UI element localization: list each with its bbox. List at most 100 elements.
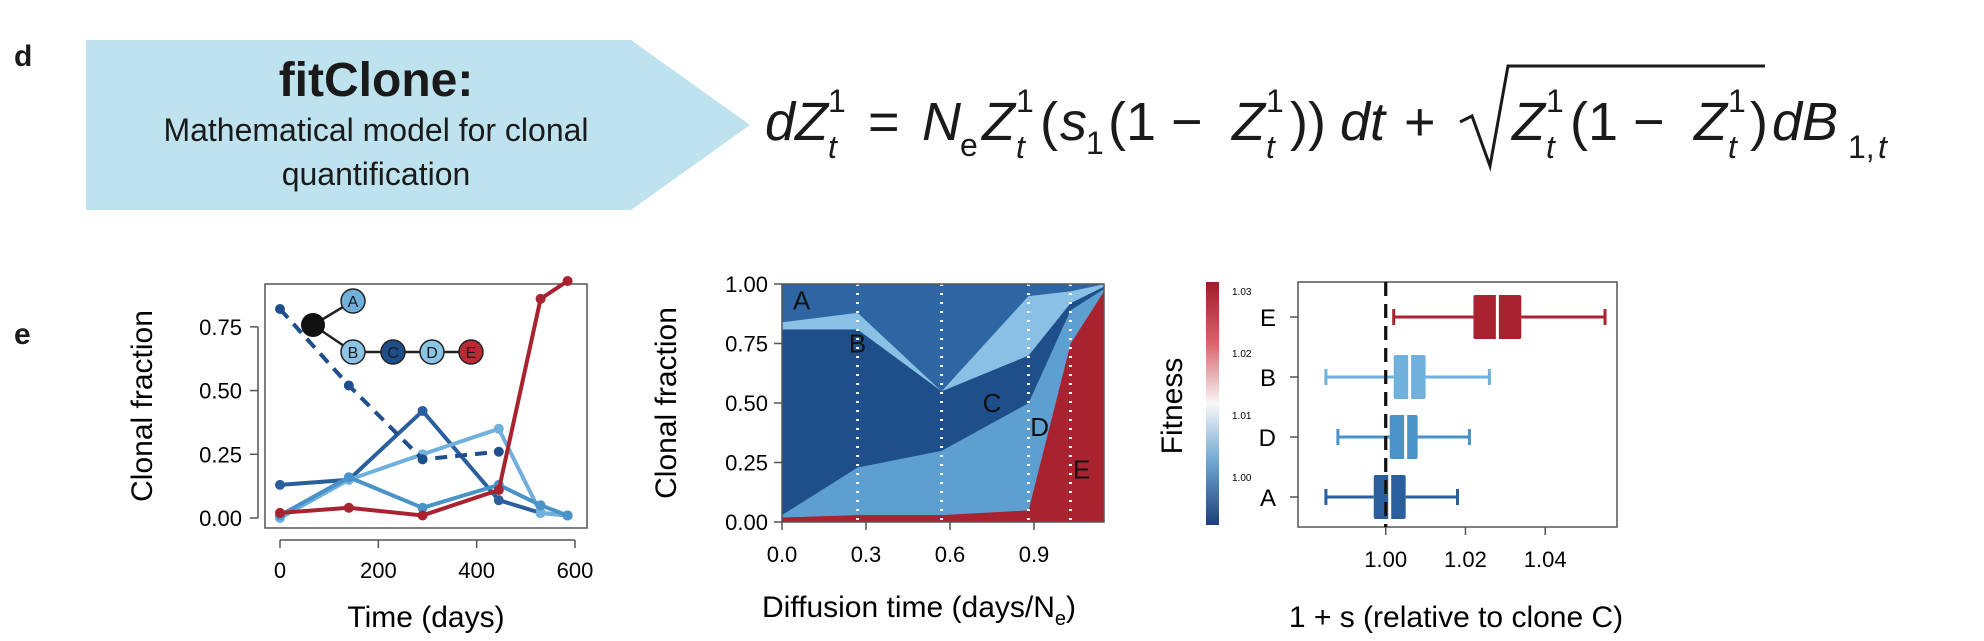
area-label-B: B	[849, 329, 866, 359]
x-tick-label: 200	[360, 558, 397, 583]
area-label-E: E	[1073, 455, 1090, 485]
tree-node-label: A	[348, 294, 359, 311]
tree-node-label: B	[348, 345, 359, 362]
y-axis-label: Clonal fraction	[130, 310, 159, 502]
x-tick-label: 0.0	[767, 542, 798, 567]
svg-text:1: 1	[828, 83, 846, 119]
svg-text:e: e	[960, 127, 978, 163]
x-tick-label: 600	[557, 558, 594, 583]
data-point-E	[562, 275, 573, 286]
data-point-B	[493, 423, 504, 434]
svg-text:dZ: dZ	[765, 92, 830, 152]
data-point-C	[275, 304, 285, 315]
svg-text:t: t	[1728, 129, 1738, 165]
svg-text:): )	[1750, 92, 1768, 152]
svg-text:(1 −: (1 −	[1570, 92, 1665, 152]
colorbar-tick-label: 1.03	[1232, 287, 1252, 298]
svg-text:t: t	[828, 129, 838, 165]
colorbar-tick-label: 1.02	[1232, 349, 1252, 360]
svg-text:+: +	[1404, 92, 1436, 152]
y-tick-label: 0.00	[199, 506, 242, 531]
line-chart-clonal-fraction: 0 200 400 600 0.00 0.25 0.50 0.75 A B C D E Time (d…	[130, 275, 594, 634]
data-point-D	[535, 500, 546, 511]
box-D	[1389, 415, 1418, 459]
svg-text:1: 1	[1546, 83, 1564, 119]
category-label-E: E	[1260, 305, 1276, 332]
svg-text:=: =	[868, 92, 900, 152]
boxplot-fitness: 1.03 1.02 1.01 1.00 Fitness E B D A 1.00 1.02 1.0…	[1156, 281, 1623, 634]
plot-frame	[264, 283, 588, 529]
category-label-D: D	[1259, 425, 1276, 452]
tree-root-node	[301, 313, 325, 337]
x-tick-label: 400	[458, 558, 495, 583]
colorbar-tick-label: 1.00	[1232, 473, 1252, 484]
y-tick-label: 0.00	[725, 510, 768, 535]
svg-text:Z: Z	[1510, 92, 1547, 152]
tree-node-D	[419, 339, 445, 365]
data-point-D	[417, 502, 428, 513]
y-tick-label: 1.00	[725, 272, 768, 297]
series-line-E	[279, 279, 569, 518]
banner-arrow	[86, 40, 750, 210]
data-point-E	[343, 502, 354, 513]
x-axis-label: 1 + s (relative to clone C)	[1289, 601, 1623, 634]
svg-text:t: t	[1016, 129, 1026, 165]
svg-text:s: s	[1060, 92, 1087, 152]
category-label-B: B	[1260, 365, 1276, 392]
data-point-E	[417, 510, 428, 521]
y-axis-label: Fitness	[1156, 358, 1189, 455]
data-point-C	[417, 454, 428, 465]
svg-text:N: N	[922, 92, 962, 152]
data-point-E	[493, 484, 504, 495]
data-point-A	[493, 495, 504, 506]
data-point-D	[343, 472, 354, 483]
data-point-A	[417, 405, 428, 416]
svg-text:Z: Z	[1230, 92, 1267, 152]
x-tick-label: 0.3	[851, 542, 882, 567]
banner-text: fitClone: Mathematical model for clonal …	[86, 40, 666, 210]
svg-text:t: t	[1546, 129, 1556, 165]
svg-text:Z: Z	[1692, 92, 1729, 152]
svg-text:1: 1	[1266, 83, 1284, 119]
x-tick-label: 1.04	[1524, 547, 1567, 572]
x-tick-label: 1.00	[1364, 547, 1407, 572]
panel-letter-d: d	[14, 40, 33, 73]
tree-node-C	[380, 339, 406, 365]
data-point-C	[493, 446, 504, 457]
area-label-C: C	[983, 388, 1002, 418]
x-tick-label: 0.9	[1019, 542, 1050, 567]
svg-text:Z: Z	[980, 92, 1017, 152]
data-point-D	[562, 510, 573, 521]
tree-node-E	[458, 339, 484, 365]
tree-node-label: E	[466, 345, 477, 362]
svg-text:1: 1	[1086, 125, 1104, 161]
x-tick-label: 0.6	[935, 542, 966, 567]
svg-text:(1 −: (1 −	[1108, 92, 1203, 152]
tree-node-label: C	[387, 345, 399, 362]
plot-frame	[1297, 281, 1618, 528]
svg-text:)): ))	[1290, 92, 1326, 152]
y-tick-label: 0.75	[199, 315, 242, 340]
y-tick-label: 0.50	[725, 391, 768, 416]
area-chart-diffusion-time: A B CDE 0.0 0.3 0.6 0.9 0.00 0.25 0.50 0.75 1.00 D…	[650, 272, 1105, 630]
data-point-A	[275, 479, 285, 490]
colorbar	[1206, 282, 1219, 525]
svg-text:1: 1	[1016, 83, 1034, 119]
tree-node-A	[340, 288, 366, 314]
data-point-C	[343, 380, 354, 391]
svg-text:1: 1	[1728, 83, 1746, 119]
series-line-C	[278, 307, 499, 462]
svg-text:t: t	[1878, 129, 1888, 165]
svg-text:(: (	[1040, 92, 1058, 152]
panel-letter-e: e	[14, 318, 31, 351]
colorbar-tick-label: 1.01	[1232, 411, 1252, 422]
tree-node-B	[340, 339, 366, 365]
data-point-B	[535, 507, 546, 518]
category-label-A: A	[1260, 485, 1276, 512]
data-point-E	[535, 293, 546, 304]
area-label-D: D	[1030, 412, 1049, 442]
y-tick-label: 0.75	[725, 332, 768, 357]
fitclone-equation: dZ t 1 = N e Z t 1 ( s 1 (1 − Z t 1 )) d…	[765, 64, 1888, 172]
svg-text:1,: 1,	[1848, 129, 1875, 165]
x-axis-label: Time (days)	[347, 601, 504, 634]
